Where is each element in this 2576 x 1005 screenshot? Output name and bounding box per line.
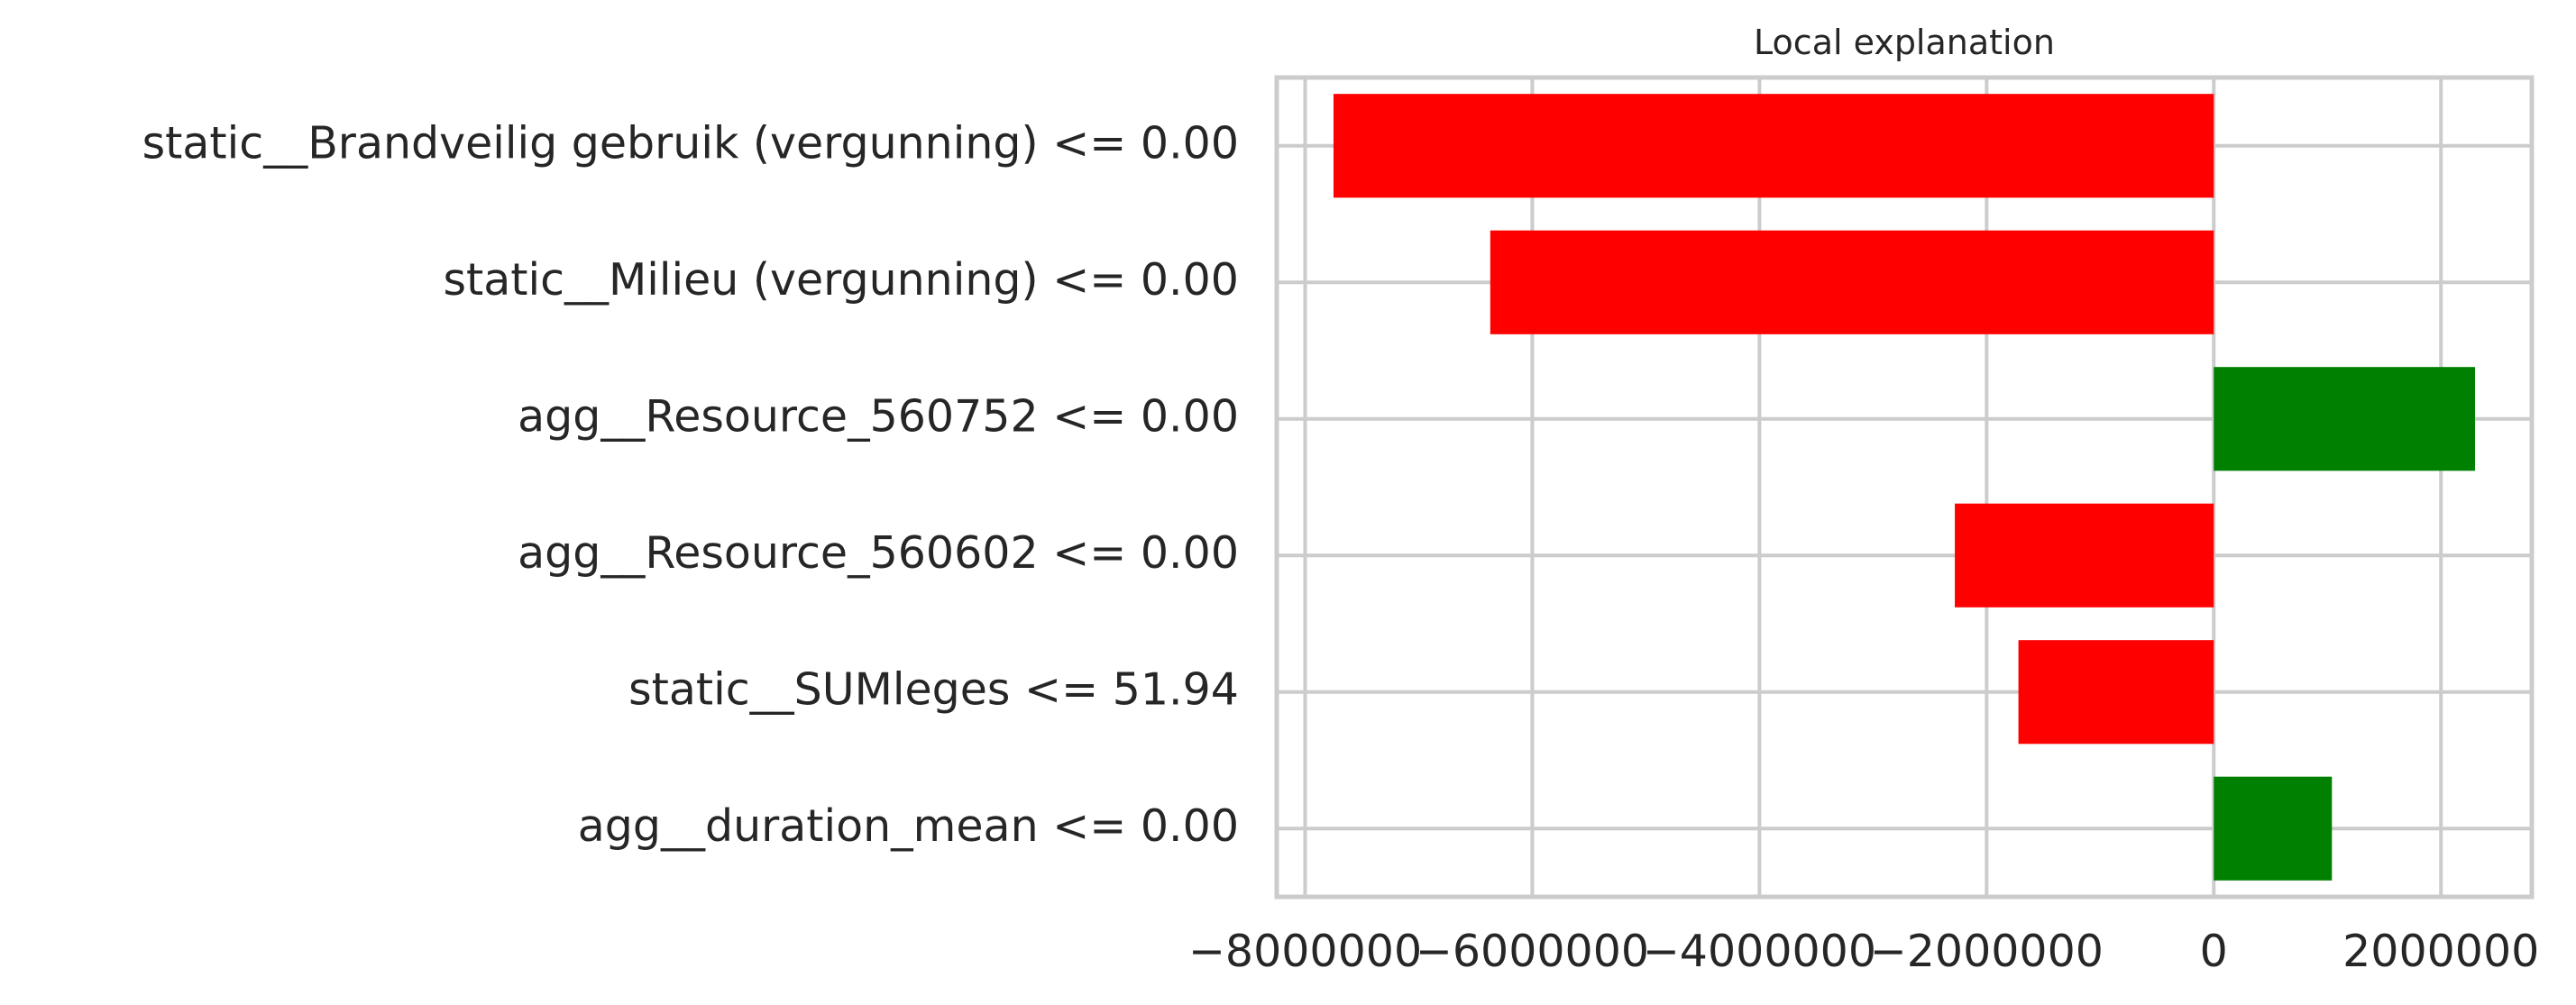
x-tick-labels: −8000000−6000000−4000000−2000000 0 2000000	[1188, 926, 2539, 977]
x-tick-label: −2000000	[1870, 926, 2104, 977]
y-tick-labels: static__Brandveilig gebruik (vergunning)…	[142, 117, 1239, 852]
x-tick-label: 2000000	[2342, 926, 2539, 977]
x-tick-label: −6000000	[1416, 926, 1649, 977]
y-tick-label: agg__Resource_560752 <= 0.00	[518, 390, 1239, 442]
y-tick-label: static__SUMleges <= 51.94	[628, 663, 1239, 715]
y-tick-label: static__Milieu (vergunning) <= 0.00	[443, 254, 1239, 306]
x-tick-label: −8000000	[1188, 926, 1422, 977]
y-tick-label: static__Brandveilig gebruik (vergunning)…	[142, 117, 1239, 169]
bar	[1333, 94, 2214, 198]
bars	[1333, 94, 2476, 881]
y-tick-label: agg__duration_mean <= 0.00	[578, 800, 1239, 852]
bar	[2018, 640, 2214, 745]
bar	[2214, 776, 2333, 881]
grid	[1277, 78, 2532, 897]
bar	[1490, 230, 2214, 334]
bar	[2214, 367, 2476, 471]
bar	[1955, 503, 2214, 608]
plot-frame	[1274, 75, 2535, 900]
x-tick-label: −4000000	[1643, 926, 1876, 977]
y-tick-label: agg__Resource_560602 <= 0.00	[518, 527, 1239, 579]
chart-title: Local explanation	[1754, 23, 2055, 62]
x-tick-label: 0	[2200, 926, 2228, 977]
